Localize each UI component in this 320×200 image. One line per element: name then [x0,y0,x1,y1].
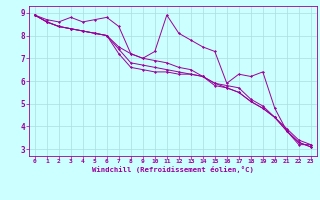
X-axis label: Windchill (Refroidissement éolien,°C): Windchill (Refroidissement éolien,°C) [92,166,254,173]
